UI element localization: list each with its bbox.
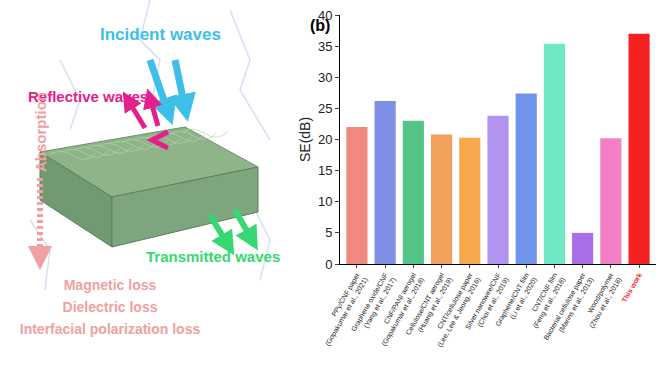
svg-text:Graphene oxide/CNF(Yang et al.: Graphene oxide/CNF(Yang et al., 2017) bbox=[350, 272, 398, 338]
svg-text:Magnetic loss: Magnetic loss bbox=[64, 277, 157, 293]
svg-text:Incident waves: Incident waves bbox=[100, 25, 221, 44]
svg-text:5: 5 bbox=[325, 225, 332, 240]
svg-text:Transmitted waves: Transmitted waves bbox=[146, 248, 280, 265]
svg-text:This work: This work bbox=[621, 272, 643, 304]
svg-text:Interfacial polarization loss: Interfacial polarization loss bbox=[20, 321, 201, 337]
svg-text:Cellulose/CNT aerogel(Huang et: Cellulose/CNT aerogel(Huang et al., 2019… bbox=[404, 271, 454, 341]
svg-text:35: 35 bbox=[318, 39, 332, 54]
svg-text:Wood/polymer(Zhou et al., 2018: Wood/polymer(Zhou et al., 2018) bbox=[580, 271, 624, 330]
svg-text:Dielectric loss: Dielectric loss bbox=[63, 299, 158, 315]
svg-text:15: 15 bbox=[318, 163, 332, 178]
svg-text:Graphene/CNT film(Li et al., 2: Graphene/CNT film(Li et al., 2020) bbox=[494, 272, 539, 333]
svg-text:(b): (b) bbox=[310, 17, 330, 34]
svg-text:PPy/CNF paper(Gopakumar et al.: PPy/CNF paper(Gopakumar et al., 2021) bbox=[316, 271, 370, 348]
svg-text:20: 20 bbox=[318, 132, 332, 147]
svg-text:Absorption: Absorption bbox=[32, 92, 49, 172]
svg-text:CNF/PANI aerogel(Gopakumar et: CNF/PANI aerogel(Gopakumar et al., 2018) bbox=[372, 271, 426, 347]
svg-text:CNT/CNF film(Feng et al., 2018: CNT/CNF film(Feng et al., 2018) bbox=[524, 272, 567, 330]
svg-text:CNT/cellulose paper(Lee, Lee &: CNT/cellulose paper(Lee, Lee & Jeong, 20… bbox=[428, 271, 483, 349]
svg-text:25: 25 bbox=[318, 101, 332, 116]
svg-text:Silver nanowire/CNF(Choi et al: Silver nanowire/CNF(Choi et al., 2019) bbox=[464, 272, 511, 336]
svg-text:SE(dB): SE(dB) bbox=[297, 117, 313, 162]
svg-text:30: 30 bbox=[318, 70, 332, 85]
svg-text:0: 0 bbox=[325, 257, 332, 272]
svg-text:10: 10 bbox=[318, 194, 332, 209]
svg-text:40: 40 bbox=[318, 8, 332, 23]
svg-text:Reflective waves: Reflective waves bbox=[28, 88, 149, 105]
svg-text:Bacterial cellulose paper(Mari: Bacterial cellulose paper(Marins et al.,… bbox=[542, 271, 595, 346]
